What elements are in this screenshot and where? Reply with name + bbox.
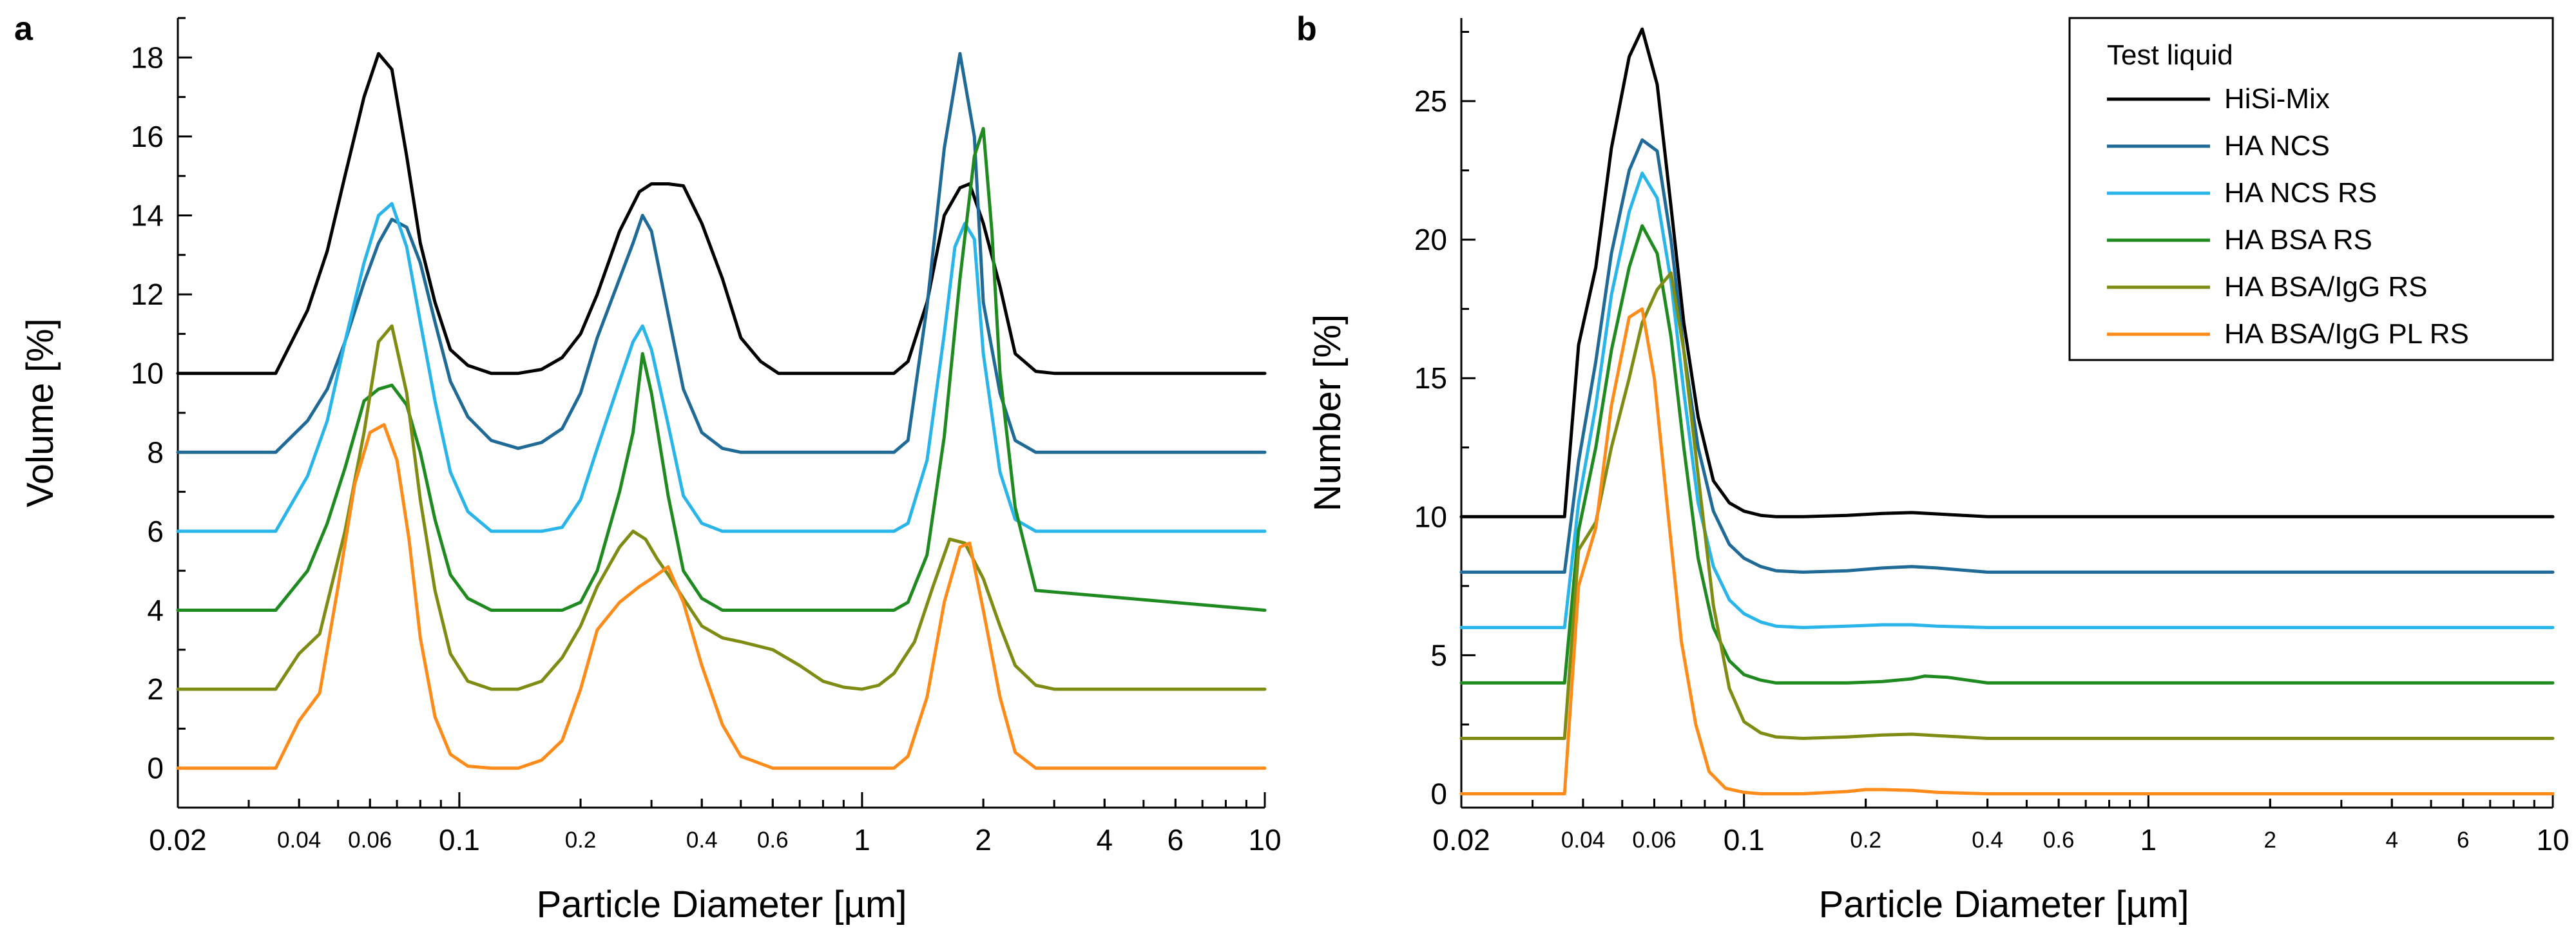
legend-entry-label: HA BSA RS bbox=[2224, 224, 2372, 256]
panel-a: a0.02 0.04 0.06 0.1 0.2 0.4 0.6 1 2 4 6 10024681012… bbox=[14, 10, 1282, 925]
y-tick-label: 4 bbox=[147, 594, 164, 627]
legend-entry-label: HA BSA/IgG RS bbox=[2224, 271, 2427, 303]
series-line-ha-bsa-igg-rs bbox=[176, 324, 1267, 691]
series-line-ha-bsa-rs bbox=[176, 127, 1267, 612]
y-tick-label: 10 bbox=[1414, 500, 1447, 533]
legend-entry-label: HA NCS bbox=[2224, 130, 2330, 162]
x-tick-label: 0.06 bbox=[1632, 828, 1676, 853]
x-tick-label: 0.04 bbox=[277, 828, 321, 853]
x-tick-label: 10 bbox=[1248, 823, 1281, 857]
x-tick-label: 0.4 bbox=[686, 828, 718, 853]
panel-b: b 0.02 0.04 0.06 0.1 0.2 0.4 0.6 1 2 4 6 10 0 5 10 15 20 2… bbox=[1296, 10, 2570, 925]
y-tick-label: 18 bbox=[131, 41, 164, 74]
panel-letter-b: b bbox=[1296, 10, 1317, 48]
y-axis-title: Volume [%] bbox=[19, 318, 61, 507]
x-tick-label: 1 bbox=[2140, 823, 2157, 857]
y-tick-label: 10 bbox=[131, 357, 164, 390]
series-line-ha-ncs-rs bbox=[176, 202, 1267, 533]
x-tick-label: 4 bbox=[2385, 828, 2398, 853]
y-tick-label: 15 bbox=[1414, 361, 1447, 395]
x-tick-label: 0.04 bbox=[1561, 828, 1605, 853]
x-tick-label: 6 bbox=[1168, 823, 1184, 857]
series-line-ha-ncs bbox=[176, 52, 1267, 454]
x-tick-label: 0.02 bbox=[1432, 823, 1490, 857]
x-tick-label: 0.2 bbox=[565, 828, 597, 853]
y-tick-label: 25 bbox=[1414, 84, 1447, 118]
series-line-ha-bsa-rs bbox=[1459, 224, 2555, 685]
y-tick-label: 8 bbox=[147, 435, 164, 469]
x-tick-label: 1 bbox=[854, 823, 870, 857]
y-axis-title: Number [%] bbox=[1307, 314, 1349, 511]
x-tick-label: 0.1 bbox=[1724, 823, 1765, 857]
y-tick-label: 0 bbox=[147, 752, 164, 785]
series-line-ha-bsa-igg-rs bbox=[1459, 271, 2555, 740]
x-axis-title: Particle Diameter [µm] bbox=[1819, 884, 2189, 925]
series-line-hisi-mix bbox=[1459, 27, 2555, 518]
y-tick-label: 16 bbox=[131, 120, 164, 153]
y-tick-label: 5 bbox=[1430, 638, 1447, 672]
x-tick-label: 0.2 bbox=[1850, 828, 1881, 853]
series-line-ha-ncs bbox=[1459, 138, 2555, 574]
y-tick-label: 20 bbox=[1414, 223, 1447, 256]
series-line-ha-ncs-rs bbox=[1459, 171, 2555, 629]
legend-entry-label: HA NCS RS bbox=[2224, 177, 2377, 209]
x-tick-label: 2 bbox=[2264, 828, 2276, 853]
series-line-ha-bsa-igg-pl-rs bbox=[176, 422, 1267, 770]
x-axis-title: Particle Diameter [µm] bbox=[537, 884, 907, 925]
series-line-ha-bsa-igg-pl-rs bbox=[1459, 307, 2555, 795]
x-tick-label: 0.1 bbox=[439, 823, 480, 857]
x-tick-label: 0.02 bbox=[149, 823, 207, 857]
x-tick-label: 10 bbox=[2536, 823, 2569, 857]
legend-title: Test liquid bbox=[2107, 39, 2233, 71]
y-tick-label: 2 bbox=[147, 672, 164, 706]
panel-letter-a: a bbox=[14, 10, 34, 48]
legend-entry-label: HA BSA/IgG PL RS bbox=[2224, 318, 2469, 350]
x-tick-label: 6 bbox=[2457, 828, 2469, 853]
y-tick-label: 0 bbox=[1430, 777, 1447, 810]
y-tick-label: 6 bbox=[147, 515, 164, 548]
x-tick-label: 0.6 bbox=[2043, 828, 2075, 853]
y-tick-label: 12 bbox=[131, 278, 164, 311]
x-tick-label: 0.6 bbox=[757, 828, 789, 853]
y-tick-label: 14 bbox=[131, 199, 164, 232]
x-tick-label: 2 bbox=[975, 823, 992, 857]
series-line-hisi-mix bbox=[176, 52, 1267, 375]
legend: Test liquid HiSi-Mix HA NCS HA NCS RS HA BSA… bbox=[2068, 17, 2554, 361]
x-tick-label: 4 bbox=[1096, 823, 1113, 857]
legend-frame bbox=[2068, 17, 2554, 361]
legend-entry-label: HiSi-Mix bbox=[2224, 83, 2330, 115]
x-tick-label: 0.4 bbox=[1972, 828, 2003, 853]
x-tick-label: 0.06 bbox=[348, 828, 392, 853]
